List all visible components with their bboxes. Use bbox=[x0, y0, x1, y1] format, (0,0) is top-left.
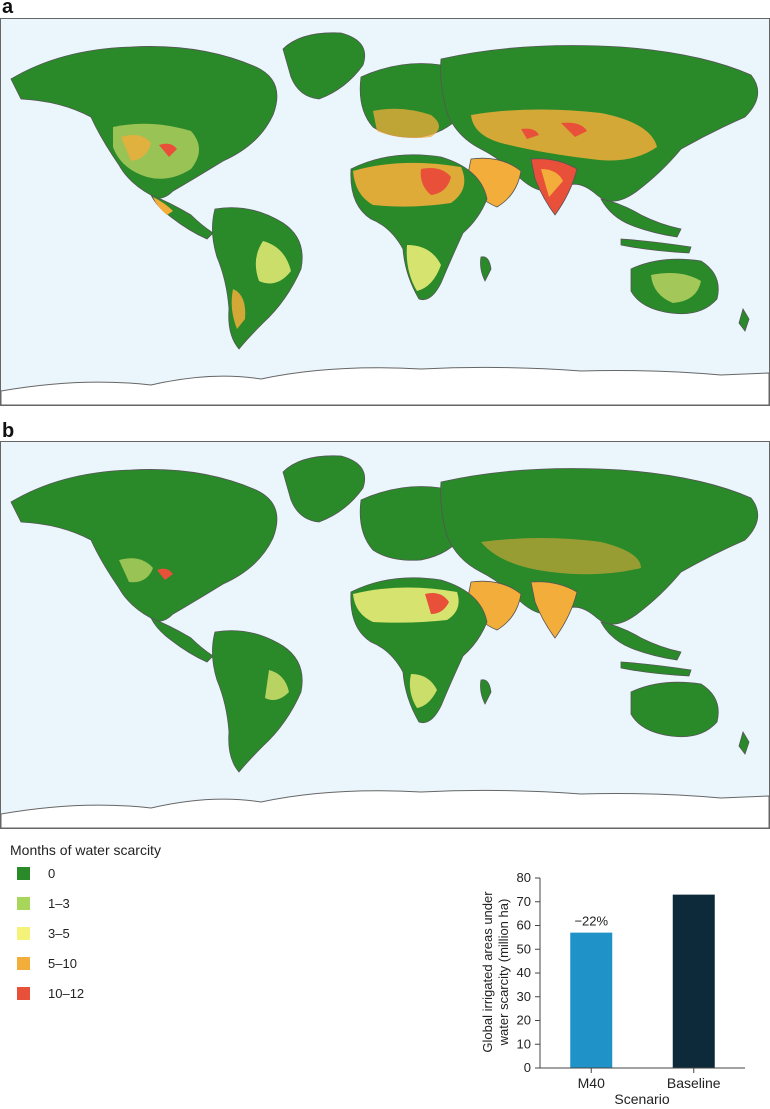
y-tick-label: 30 bbox=[517, 989, 531, 1004]
irrigated-area-bar-chart: Global irrigated areas under water scarc… bbox=[480, 870, 745, 1107]
legend-swatch bbox=[17, 986, 30, 1000]
legend-swatch bbox=[17, 866, 30, 880]
legend-label: 3–5 bbox=[48, 925, 70, 941]
legend-label: 0 bbox=[48, 865, 56, 881]
y-tick-label: 70 bbox=[517, 894, 531, 909]
x-tick-label: Baseline bbox=[667, 1075, 721, 1091]
y-tick-label: 10 bbox=[517, 1036, 531, 1051]
x-axis-ticks: M40 Baseline bbox=[578, 1068, 721, 1091]
y-axis-label: Global irrigated areas under water scarc… bbox=[480, 891, 511, 1053]
y-tick-label: 80 bbox=[517, 870, 531, 885]
y-axis-label-line-2: water scarcity (million ha) bbox=[496, 899, 511, 1047]
legend-item-4: 10–12 bbox=[17, 985, 85, 1001]
legend-item-0: 0 bbox=[17, 865, 56, 881]
legend-label: 5–10 bbox=[48, 955, 77, 971]
world-map-m40 bbox=[0, 441, 770, 829]
panel-b-label: b bbox=[2, 420, 15, 442]
legend-item-2: 3–5 bbox=[17, 925, 70, 941]
world-map-baseline bbox=[0, 18, 770, 406]
x-axis-label: Scenario bbox=[614, 1091, 669, 1107]
y-tick-label: 60 bbox=[517, 918, 531, 933]
legend-label: 1–3 bbox=[48, 895, 70, 911]
legend-title: Months of water scarcity bbox=[10, 842, 161, 858]
legend-item-3: 5–10 bbox=[17, 955, 77, 971]
bar-baseline bbox=[672, 894, 715, 1068]
panel-a-label: a bbox=[2, 0, 14, 18]
bar-m40 bbox=[570, 932, 613, 1068]
y-tick-label: 20 bbox=[517, 1013, 531, 1028]
legend-item-1: 1–3 bbox=[17, 895, 70, 911]
legend-swatch bbox=[17, 926, 30, 940]
y-tick-label: 50 bbox=[517, 941, 531, 956]
bars: −22% bbox=[570, 894, 715, 1068]
bar-annotation: −22% bbox=[574, 914, 608, 929]
y-axis-ticks: 0 10 20 30 40 50 60 70 80 bbox=[517, 870, 540, 1075]
x-tick-label: M40 bbox=[578, 1075, 605, 1091]
y-axis-label-line-1: Global irrigated areas under bbox=[480, 891, 495, 1053]
legend-label: 10–12 bbox=[48, 985, 85, 1001]
y-tick-label: 40 bbox=[517, 965, 531, 980]
legend-swatch bbox=[17, 896, 30, 910]
legend-swatch bbox=[17, 956, 30, 970]
y-tick-label: 0 bbox=[524, 1060, 531, 1075]
